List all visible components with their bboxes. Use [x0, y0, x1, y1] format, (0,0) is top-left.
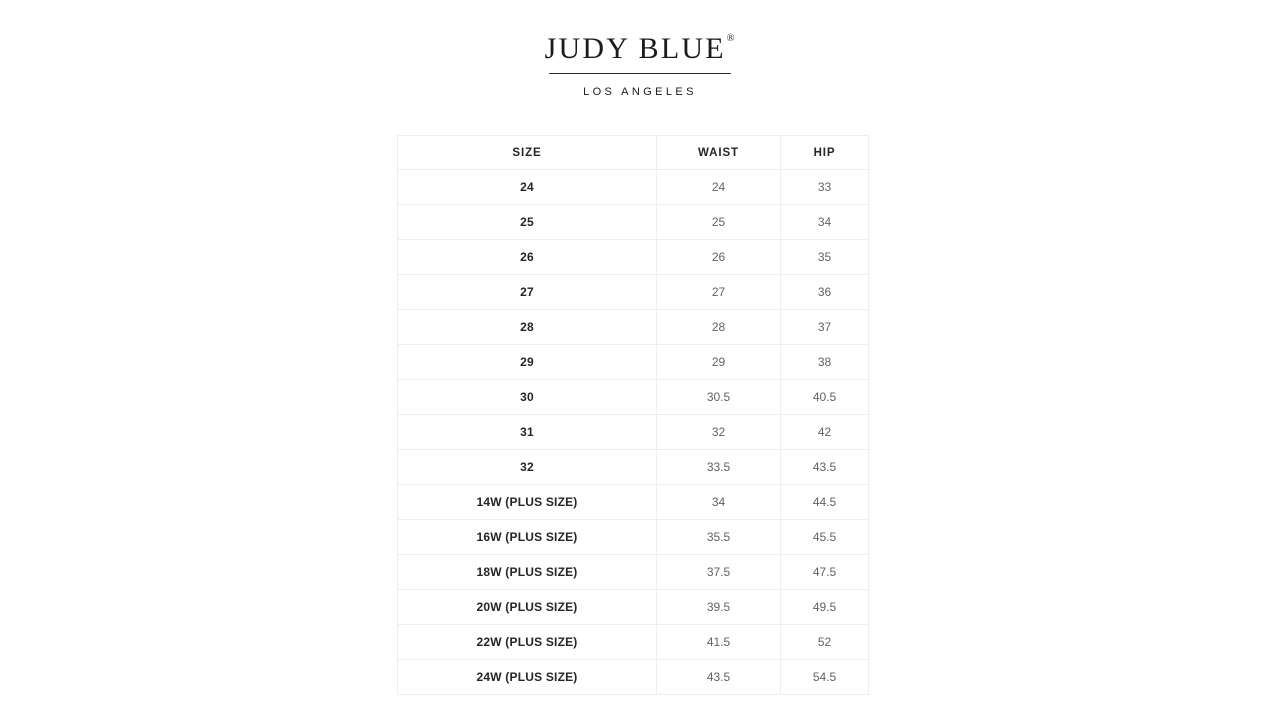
cell-size: 32	[397, 449, 657, 485]
cell-size: 27	[397, 274, 657, 310]
cell-hip: 43.5	[780, 449, 869, 485]
table-row: 27 27 36	[397, 274, 869, 310]
cell-waist: 39.5	[656, 589, 781, 625]
cell-waist: 29	[656, 344, 781, 380]
cell-size: 30	[397, 379, 657, 415]
cell-waist: 37.5	[656, 554, 781, 590]
cell-hip: 34	[780, 204, 869, 240]
table-header-row: SIZE WAIST HIP	[397, 135, 869, 170]
cell-waist: 30.5	[656, 379, 781, 415]
table-row: 30 30.5 40.5	[397, 379, 869, 415]
cell-hip: 52	[780, 624, 869, 660]
table-row: 28 28 37	[397, 309, 869, 345]
cell-size: 25	[397, 204, 657, 240]
brand-wordmark: JUDY BLUE®	[545, 28, 736, 66]
cell-waist: 32	[656, 414, 781, 450]
cell-size: 16W (PLUS SIZE)	[397, 519, 657, 555]
cell-waist: 34	[656, 484, 781, 520]
cell-size: 24W (PLUS SIZE)	[397, 659, 657, 695]
table-header: SIZE WAIST HIP	[397, 135, 869, 170]
cell-size: 29	[397, 344, 657, 380]
table-row: 26 26 35	[397, 239, 869, 275]
column-header-hip: HIP	[780, 135, 869, 170]
cell-size: 14W (PLUS SIZE)	[397, 484, 657, 520]
cell-hip: 40.5	[780, 379, 869, 415]
brand-city: LOS ANGELES	[583, 86, 697, 98]
cell-size: 20W (PLUS SIZE)	[397, 589, 657, 625]
cell-size: 26	[397, 239, 657, 275]
table-row: 14W (PLUS SIZE) 34 44.5	[397, 484, 869, 520]
brand-header: JUDY BLUE® LOS ANGELES	[0, 28, 1280, 98]
brand-divider	[549, 73, 731, 74]
table-row: 32 33.5 43.5	[397, 449, 869, 485]
cell-waist: 28	[656, 309, 781, 345]
cell-waist: 33.5	[656, 449, 781, 485]
cell-hip: 38	[780, 344, 869, 380]
cell-hip: 44.5	[780, 484, 869, 520]
cell-size: 22W (PLUS SIZE)	[397, 624, 657, 660]
table-row: 16W (PLUS SIZE) 35.5 45.5	[397, 519, 869, 555]
table-row: 31 32 42	[397, 414, 869, 450]
cell-size: 24	[397, 169, 657, 205]
column-header-size: SIZE	[397, 135, 657, 170]
cell-waist: 41.5	[656, 624, 781, 660]
cell-size: 18W (PLUS SIZE)	[397, 554, 657, 590]
cell-waist: 43.5	[656, 659, 781, 695]
cell-waist: 35.5	[656, 519, 781, 555]
cell-hip: 54.5	[780, 659, 869, 695]
cell-hip: 47.5	[780, 554, 869, 590]
cell-waist: 27	[656, 274, 781, 310]
table-row: 29 29 38	[397, 344, 869, 380]
table-row: 24 24 33	[397, 169, 869, 205]
cell-hip: 37	[780, 309, 869, 345]
cell-waist: 26	[656, 239, 781, 275]
cell-waist: 24	[656, 169, 781, 205]
table-row: 24W (PLUS SIZE) 43.5 54.5	[397, 659, 869, 695]
table-row: 22W (PLUS SIZE) 41.5 52	[397, 624, 869, 660]
cell-hip: 49.5	[780, 589, 869, 625]
size-chart-table-container: SIZE WAIST HIP 24 24 33 25 25 34 26 26 35 27 27 36 2…	[397, 135, 869, 695]
cell-hip: 35	[780, 239, 869, 275]
column-header-waist: WAIST	[656, 135, 781, 170]
table-row: 20W (PLUS SIZE) 39.5 49.5	[397, 589, 869, 625]
registered-trademark-icon: ®	[726, 33, 735, 44]
table-body: 24 24 33 25 25 34 26 26 35 27 27 36 28 28 37 29 29 38 30 30…	[397, 169, 869, 695]
cell-size: 31	[397, 414, 657, 450]
brand-name-text: JUDY BLUE	[544, 32, 726, 65]
table-row: 18W (PLUS SIZE) 37.5 47.5	[397, 554, 869, 590]
cell-size: 28	[397, 309, 657, 345]
cell-waist: 25	[656, 204, 781, 240]
cell-hip: 42	[780, 414, 869, 450]
cell-hip: 33	[780, 169, 869, 205]
cell-hip: 45.5	[780, 519, 869, 555]
table-row: 25 25 34	[397, 204, 869, 240]
cell-hip: 36	[780, 274, 869, 310]
size-chart-table: SIZE WAIST HIP 24 24 33 25 25 34 26 26 35 27 27 36 2…	[397, 135, 869, 695]
